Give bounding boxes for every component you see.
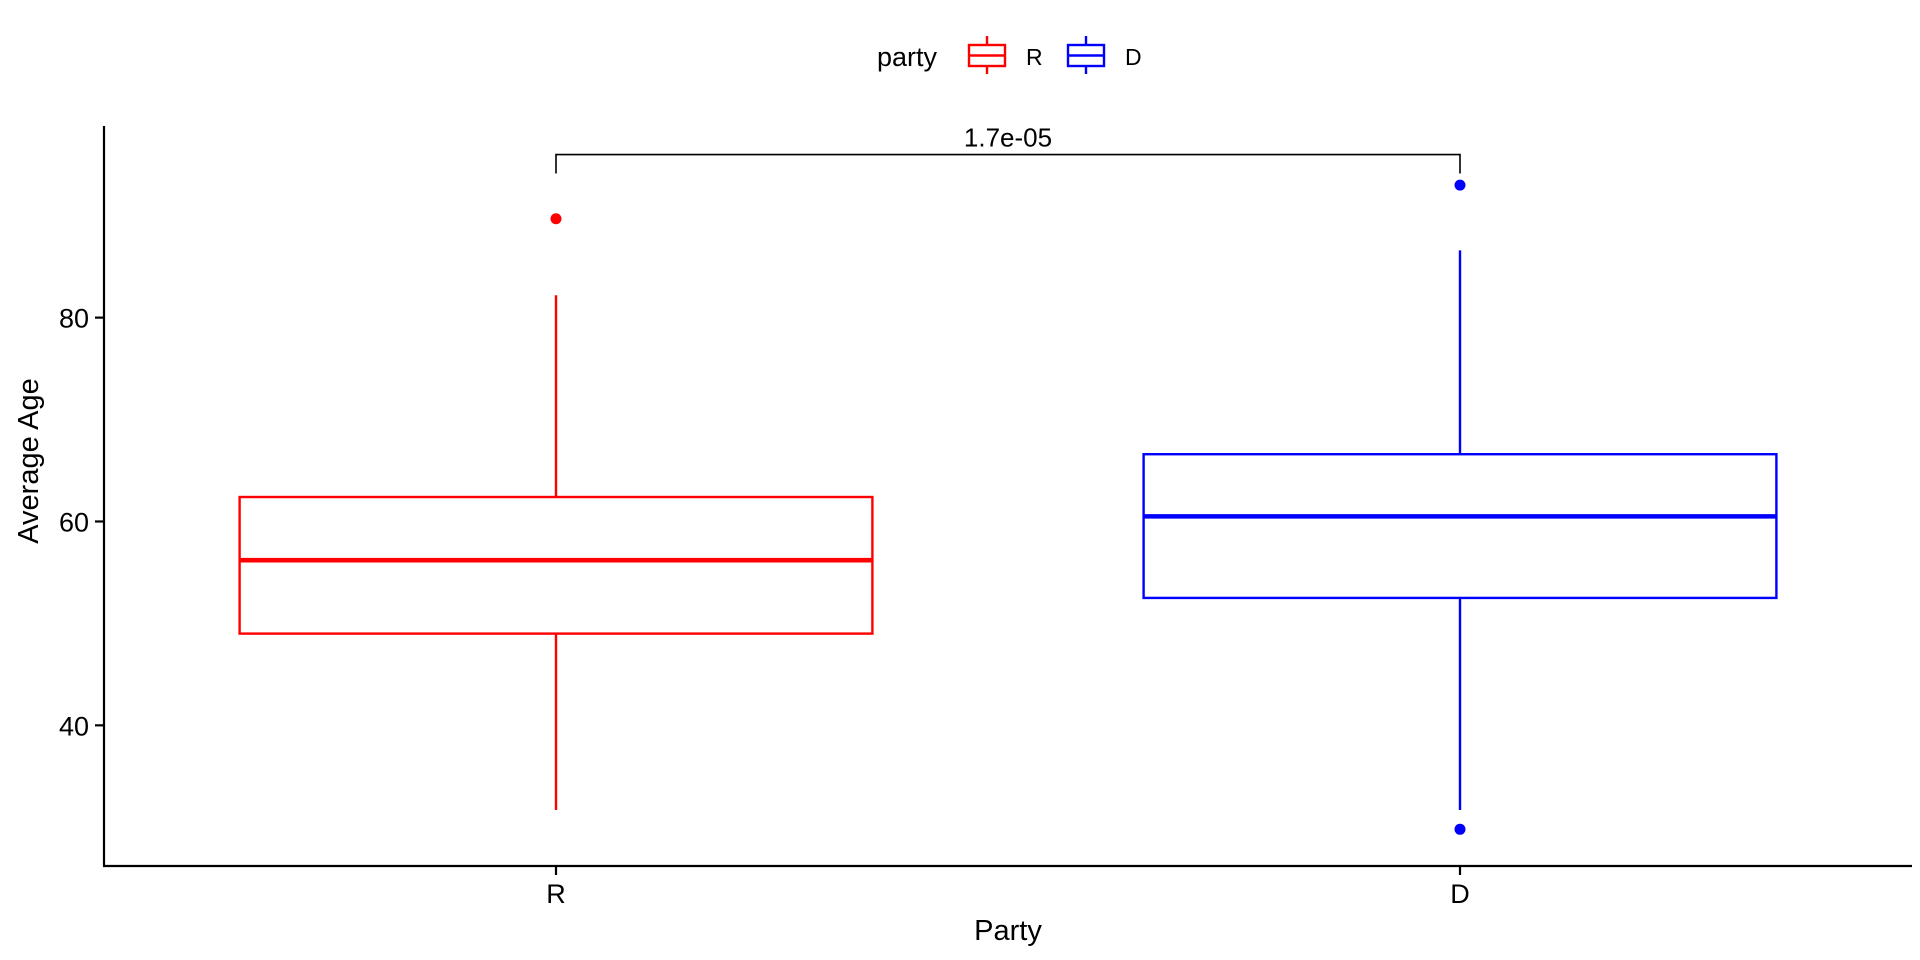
iqr-box xyxy=(238,495,874,635)
legend-key-R: R xyxy=(967,36,1043,74)
x-tick-label: D xyxy=(1450,879,1470,909)
outlier-point xyxy=(1454,823,1466,835)
x-axis-label: Party xyxy=(974,915,1042,947)
axes: 40 60 80 R D Party Average Age xyxy=(13,126,1912,947)
iqr-box xyxy=(1142,453,1778,600)
y-tick-label: 40 xyxy=(59,711,89,741)
legend-key-D: D xyxy=(1066,36,1142,74)
y-tick-label: 60 xyxy=(59,507,89,537)
significance-bracket: 1.7e-05 xyxy=(555,123,1461,174)
plot-area: 1.7e-05 xyxy=(238,123,1778,835)
p-value-label: 1.7e-05 xyxy=(964,123,1052,153)
y-tick-label: 80 xyxy=(59,304,89,334)
legend-label: R xyxy=(1026,44,1043,70)
y-axis-label: Average Age xyxy=(13,378,45,544)
legend-label: D xyxy=(1125,44,1142,70)
box-R xyxy=(238,213,874,810)
outlier-point xyxy=(1454,179,1466,191)
legend: party R D xyxy=(877,36,1142,74)
box-D xyxy=(1142,179,1778,835)
legend-title: party xyxy=(877,42,938,72)
bracket-line xyxy=(555,153,1461,174)
x-tick-label: R xyxy=(546,879,566,909)
outlier-point xyxy=(550,213,562,225)
